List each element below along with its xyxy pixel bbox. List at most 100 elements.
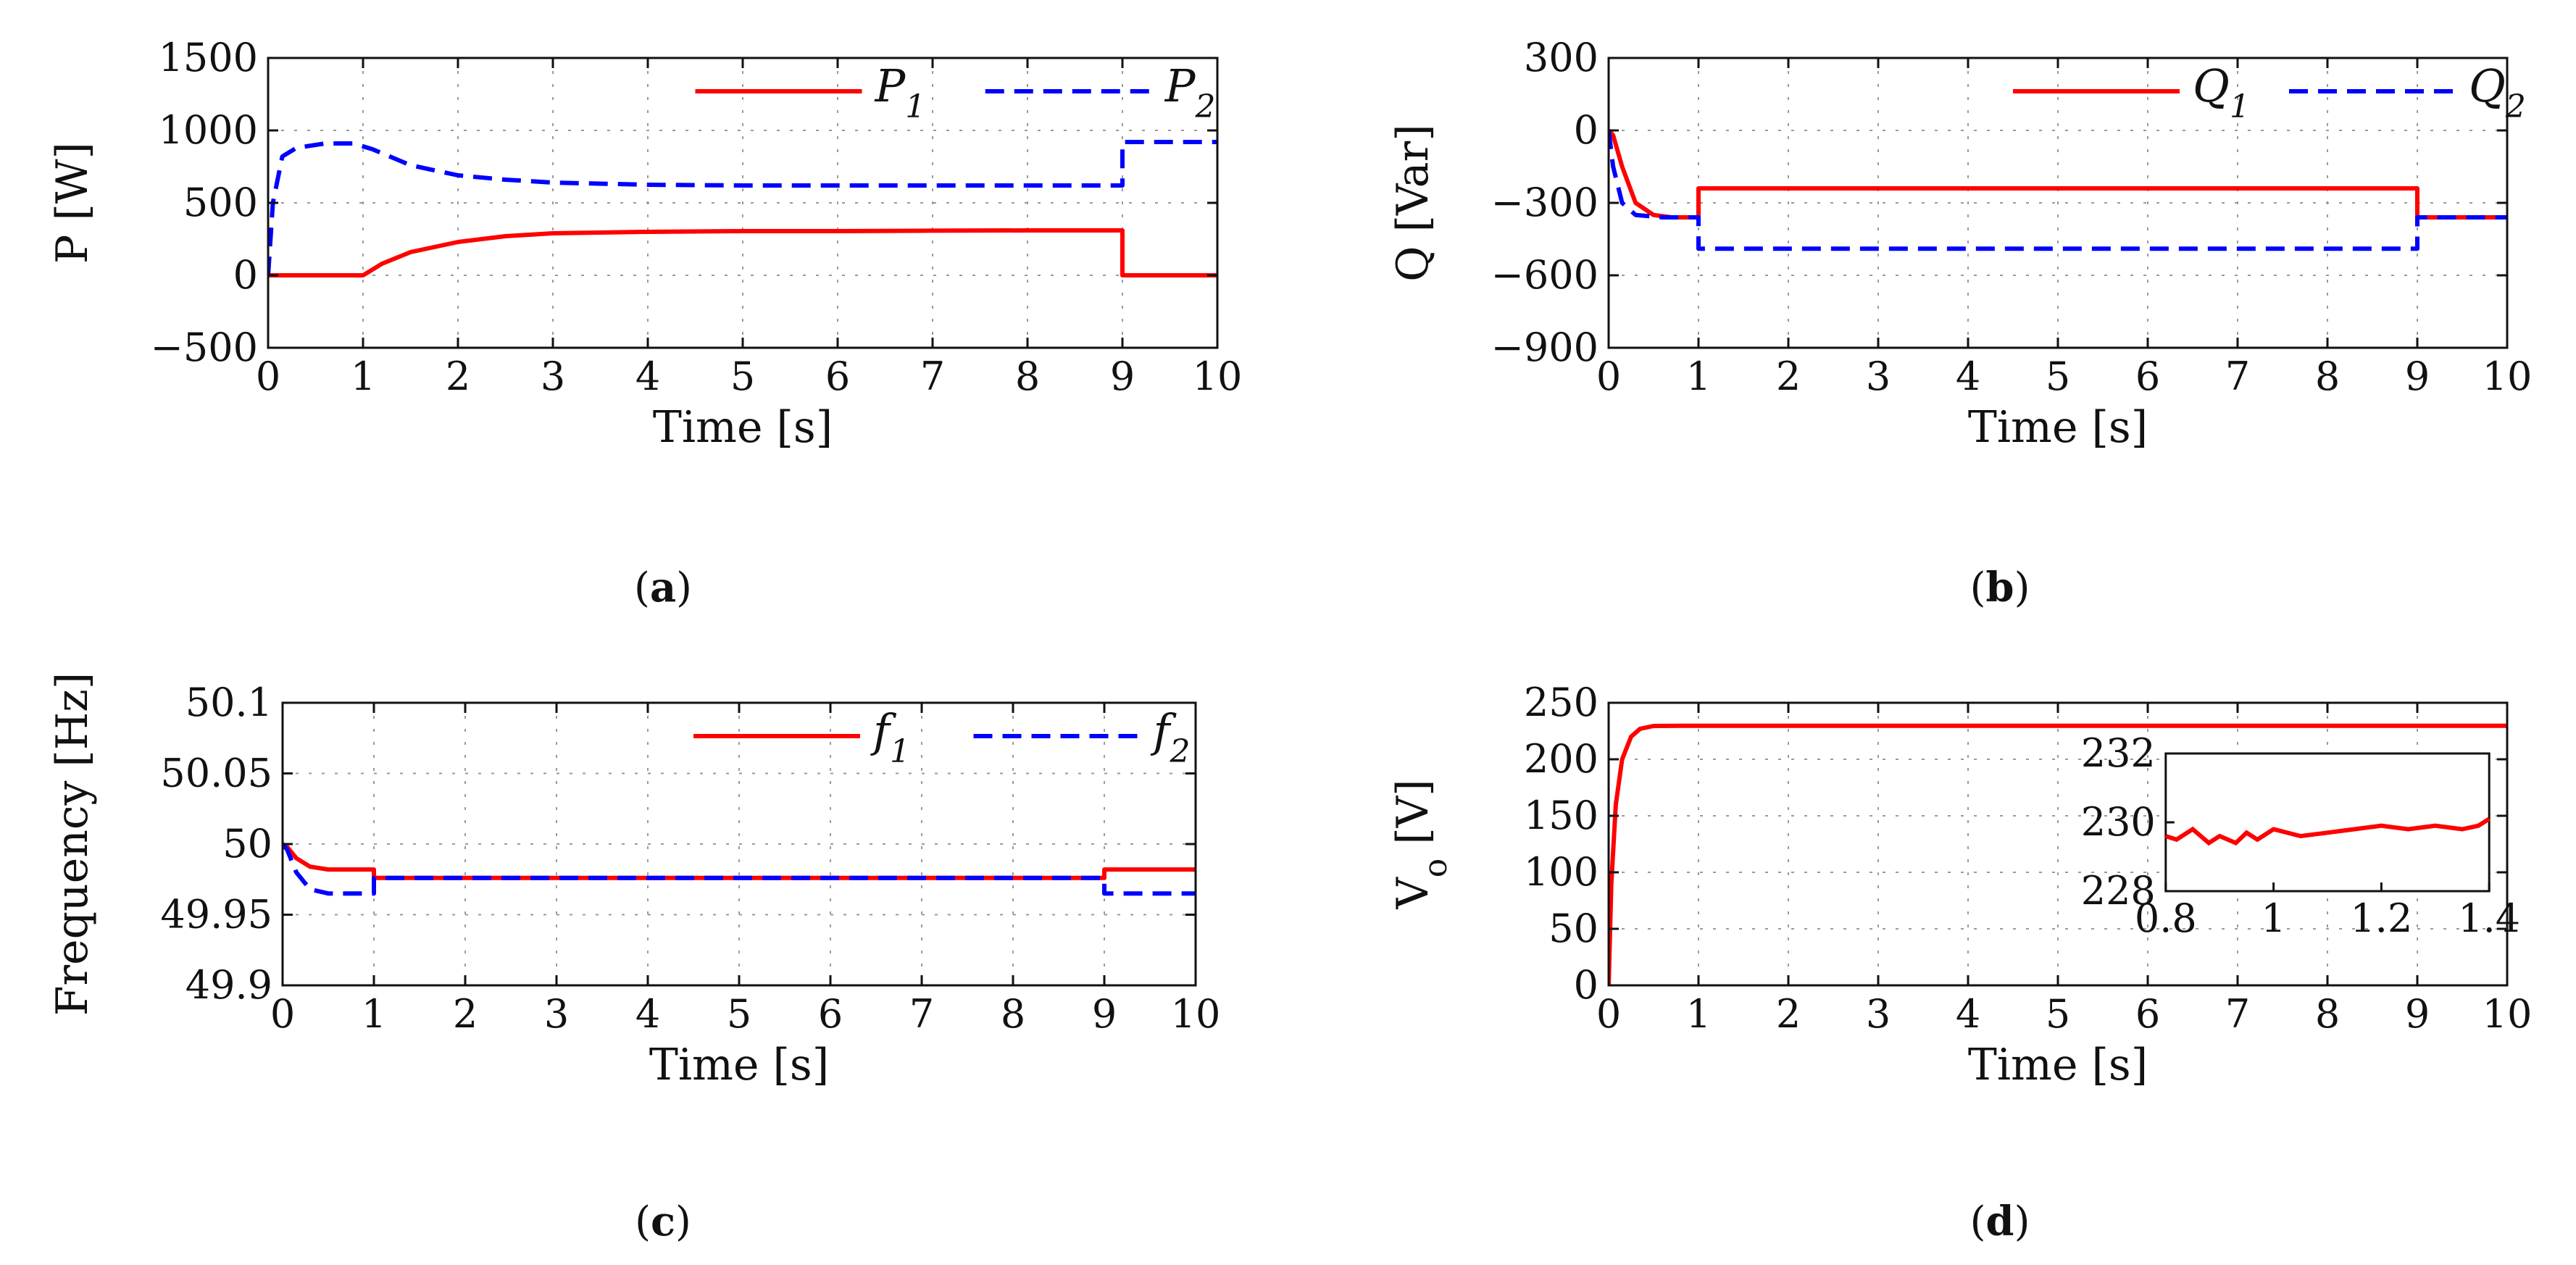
y-tick-label: 1500	[159, 35, 258, 80]
x-tick-label: 8	[2315, 354, 2340, 399]
x-tick-label: 5	[2046, 991, 2070, 1037]
x-tick-label: 5	[2046, 354, 2070, 399]
x-tick-label: 10	[1171, 991, 1221, 1037]
x-tick-label: 9	[2405, 354, 2430, 399]
x-tick-label: 0	[270, 991, 295, 1037]
legend: P1 P2	[695, 59, 1216, 125]
inset-y-tick-label: 230	[2081, 799, 2156, 845]
series-line-1	[268, 228, 1217, 277]
grid	[1608, 57, 2508, 348]
x-tick-label: 5	[730, 354, 755, 399]
legend: Q1 Q2	[2013, 59, 2526, 125]
legend-label-1: Q1	[2193, 59, 2250, 125]
x-tick-label: 9	[2405, 991, 2430, 1037]
x-tick-label: 4	[1956, 354, 1980, 399]
y-tick-label: 250	[1524, 680, 1598, 725]
panel-caption: (a)	[634, 564, 692, 611]
legend: f1 f2	[693, 704, 1190, 770]
inset-frame	[2164, 752, 2490, 893]
y-tick-label: 50	[1548, 906, 1598, 951]
x-tick-label: 4	[635, 354, 660, 399]
y-tick-label: −500	[151, 325, 258, 370]
y-tick-label: 49.95	[160, 892, 272, 938]
grid	[282, 702, 1196, 986]
y-axis-label: Q [Var]	[1388, 124, 1438, 281]
x-tick-label: 2	[446, 354, 470, 399]
panel-caption: (b)	[1970, 564, 2030, 611]
y-tick-label: 49.9	[186, 962, 272, 1008]
x-tick-label: 3	[1866, 991, 1891, 1037]
y-tick-label: 100	[1524, 849, 1598, 895]
y-axis-label: Vo [V]	[1388, 779, 1454, 909]
x-tick-label: 5	[727, 991, 751, 1037]
x-tick-label: 7	[920, 354, 945, 399]
legend-label-1: P1	[875, 59, 926, 125]
x-axis-label: Time [s]	[1968, 1040, 2148, 1090]
x-tick-label: 3	[541, 354, 565, 399]
y-tick-label: 0	[233, 252, 258, 298]
x-tick-label: 10	[2483, 354, 2533, 399]
x-tick-label: 1	[351, 354, 375, 399]
x-axis-label: Time [s]	[653, 402, 833, 453]
y-tick-label: 300	[1524, 35, 1598, 80]
inset-x-tick-label: 1.2	[2350, 895, 2412, 941]
inset-x-tick-label: 1.4	[2458, 895, 2520, 941]
panel-b: 0 1 2 3 4 5 6 7 8 9 10 −900 −600 −300 0 300 Time [s] Q [V…	[1388, 35, 2532, 611]
inset-y-tick-label: 228	[2081, 868, 2156, 914]
x-tick-label: 0	[1596, 991, 1621, 1037]
panel-caption: (c)	[635, 1198, 691, 1245]
x-tick-label: 10	[1193, 354, 1243, 399]
y-tick-label: 500	[183, 180, 258, 225]
y-tick-label: 0	[1574, 107, 1598, 153]
grid	[267, 57, 1218, 348]
legend-label-1: f1	[870, 704, 910, 770]
x-tick-label: 7	[2225, 991, 2250, 1037]
x-tick-label: 6	[825, 354, 850, 399]
x-tick-label: 1	[1686, 991, 1711, 1037]
x-tick-label: 7	[2225, 354, 2250, 399]
x-tick-label: 4	[635, 991, 660, 1037]
x-tick-label: 2	[1776, 991, 1801, 1037]
y-tick-label: −600	[1491, 252, 1598, 298]
legend-label-2: f2	[1151, 704, 1191, 770]
x-tick-label: 8	[2315, 991, 2340, 1037]
y-tick-label: 50.1	[186, 680, 272, 725]
x-axis-label: Time [s]	[649, 1040, 829, 1090]
inset-series-line	[2164, 817, 2490, 846]
x-tick-label: 0	[256, 354, 280, 399]
x-tick-label: 0	[1596, 354, 1621, 399]
y-tick-label: 0	[1574, 962, 1598, 1008]
inset-x-tick-label: 0.8	[2135, 895, 2197, 941]
y-tick-label: 50.05	[160, 751, 272, 796]
x-tick-label: 9	[1110, 354, 1135, 399]
series-line-2	[283, 843, 1196, 896]
x-tick-label: 6	[2135, 354, 2160, 399]
x-tick-label: 6	[2135, 991, 2160, 1037]
series-line-1	[1609, 723, 2507, 985]
inset-x-tick-label: 1	[2261, 895, 2285, 941]
y-axis-label: Frequency [Hz]	[47, 672, 98, 1016]
x-tick-label: 4	[1956, 991, 1980, 1037]
x-tick-label: 2	[1776, 354, 1801, 399]
y-axis-label: P [W]	[47, 142, 98, 264]
x-tick-label: 7	[909, 991, 934, 1037]
x-tick-label: 1	[362, 991, 386, 1037]
legend-label-2: P2	[1164, 59, 1216, 125]
x-tick-label: 8	[1001, 991, 1025, 1037]
y-tick-label: 50	[222, 821, 272, 867]
series-line-2	[1609, 130, 2507, 251]
y-tick-label: −900	[1491, 325, 1598, 370]
legend-label-2: Q2	[2469, 59, 2526, 125]
y-tick-label: 200	[1524, 736, 1598, 782]
y-tick-label: 1000	[159, 107, 258, 153]
series-line-1	[283, 842, 1196, 880]
series-line-2	[268, 140, 1217, 276]
x-axis-label: Time [s]	[1968, 402, 2148, 453]
inset-y-tick-label: 232	[2081, 730, 2156, 776]
x-tick-label: 8	[1015, 354, 1040, 399]
x-tick-label: 1	[1686, 354, 1711, 399]
panel-caption: (d)	[1970, 1198, 2030, 1245]
inset-chart: 0.8 1 1.2 1.4 228 230 232	[2081, 730, 2520, 941]
